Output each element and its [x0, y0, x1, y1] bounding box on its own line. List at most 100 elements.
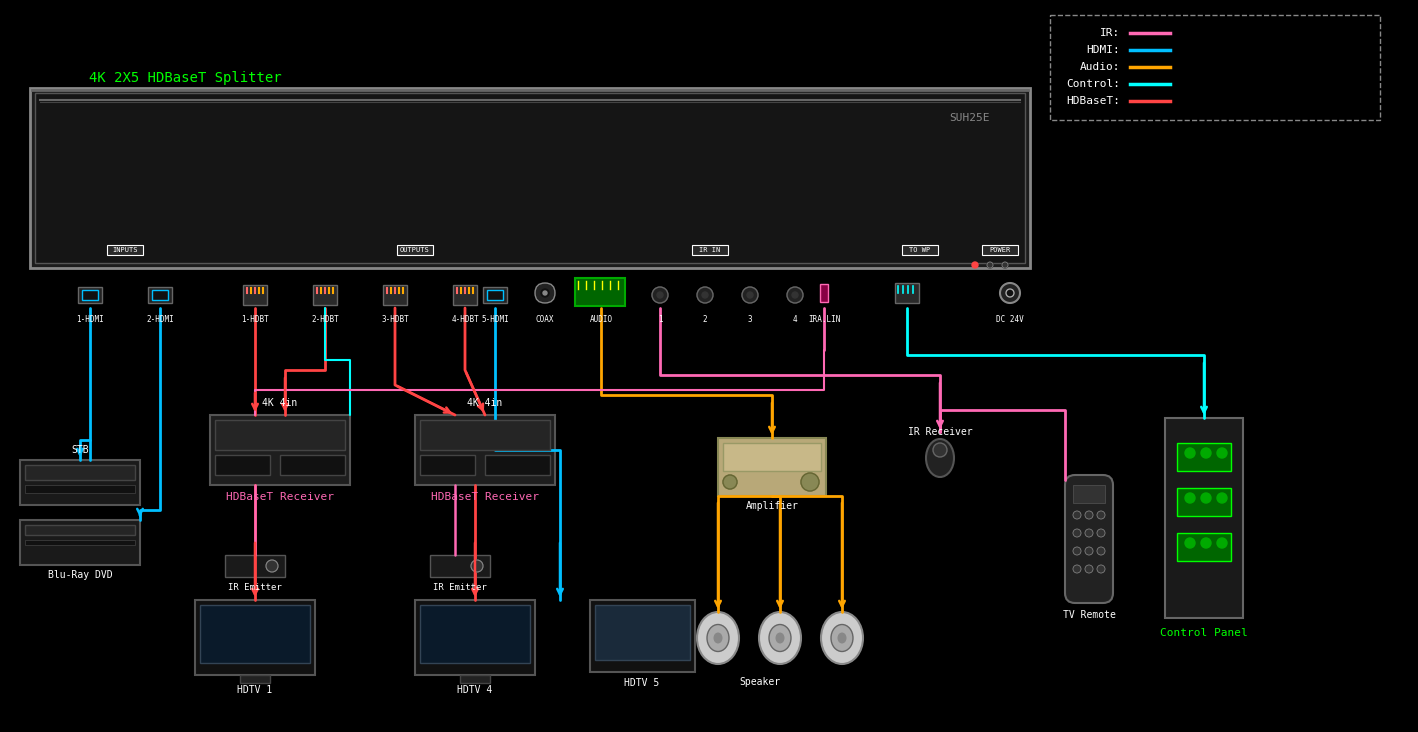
Text: HDBaseT Receiver: HDBaseT Receiver [225, 492, 335, 502]
Bar [420, 605, 530, 663]
Text: IR:: IR: [1100, 28, 1120, 38]
Bar [1049, 15, 1380, 120]
Bar [242, 285, 267, 305]
Bar [200, 605, 311, 663]
Bar [576, 278, 625, 306]
Text: 4K 4in: 4K 4in [468, 398, 502, 408]
Circle shape [1073, 511, 1081, 519]
Circle shape [1098, 529, 1105, 537]
Ellipse shape [698, 612, 739, 664]
Bar [196, 600, 315, 675]
Bar [983, 245, 1018, 255]
Bar [210, 415, 350, 485]
Bar [452, 285, 476, 305]
Text: Audio:: Audio: [1079, 62, 1120, 72]
Bar [1166, 418, 1244, 618]
Text: TV Remote: TV Remote [1062, 610, 1116, 620]
Bar [1177, 488, 1231, 516]
Circle shape [657, 292, 664, 298]
Text: 4K 4in: 4K 4in [262, 398, 298, 408]
Text: HDBaseT:: HDBaseT: [1066, 96, 1120, 106]
Text: DC 24V: DC 24V [995, 315, 1024, 324]
Text: IR IN: IR IN [699, 247, 720, 253]
Bar [20, 460, 140, 505]
Circle shape [787, 287, 803, 303]
Bar [106, 245, 143, 255]
Text: 5-HDMI: 5-HDMI [481, 315, 509, 324]
Circle shape [1085, 529, 1093, 537]
Circle shape [742, 287, 759, 303]
Bar [152, 290, 167, 300]
Text: HDMI:: HDMI: [1086, 45, 1120, 55]
Bar [313, 285, 337, 305]
Bar [78, 287, 102, 303]
Text: 4: 4 [793, 315, 797, 324]
Bar [30, 88, 1029, 268]
Ellipse shape [759, 612, 801, 664]
Bar [26, 485, 135, 493]
Text: IRA.LIN: IRA.LIN [808, 315, 841, 324]
Bar [20, 520, 140, 565]
Text: IR Receiver: IR Receiver [908, 427, 973, 437]
Bar [216, 420, 345, 450]
Bar [459, 675, 491, 683]
Text: POWER: POWER [990, 247, 1011, 253]
Bar [35, 93, 1025, 263]
Bar [26, 465, 135, 480]
Text: 3-HDBT: 3-HDBT [381, 315, 408, 324]
Bar [484, 287, 508, 303]
Text: 4K 2X5 HDBaseT Splitter: 4K 2X5 HDBaseT Splitter [89, 71, 281, 85]
Bar [383, 285, 407, 305]
Circle shape [1201, 493, 1211, 503]
Ellipse shape [821, 612, 864, 664]
Text: 4-HDBT: 4-HDBT [451, 315, 479, 324]
Text: 1: 1 [658, 315, 662, 324]
Bar [895, 283, 919, 303]
Bar [240, 675, 269, 683]
Ellipse shape [831, 624, 854, 651]
Bar [902, 245, 937, 255]
Bar [225, 555, 285, 577]
Ellipse shape [708, 624, 729, 651]
Circle shape [1185, 448, 1195, 458]
Bar [216, 455, 269, 475]
Text: 3: 3 [747, 315, 753, 324]
Circle shape [723, 475, 737, 489]
Circle shape [1098, 547, 1105, 555]
Bar [1177, 533, 1231, 561]
Text: Amplifier: Amplifier [746, 501, 798, 511]
Bar [723, 443, 821, 471]
Circle shape [1217, 538, 1227, 548]
Circle shape [747, 292, 753, 298]
Text: TO WP: TO WP [909, 247, 930, 253]
Bar [486, 290, 503, 300]
Circle shape [971, 262, 978, 268]
Ellipse shape [933, 443, 947, 457]
Text: Control:: Control: [1066, 79, 1120, 89]
Circle shape [987, 262, 993, 268]
Ellipse shape [926, 439, 954, 477]
Bar [279, 455, 345, 475]
Text: STB: STB [71, 445, 89, 455]
Circle shape [1085, 547, 1093, 555]
Circle shape [652, 287, 668, 303]
Bar [820, 284, 828, 302]
Bar [1177, 443, 1231, 471]
Circle shape [1201, 448, 1211, 458]
Text: HDTV 1: HDTV 1 [237, 685, 272, 695]
Bar [596, 605, 691, 660]
Text: COAX: COAX [536, 315, 554, 324]
Bar [718, 438, 827, 496]
Bar [26, 525, 135, 535]
Bar [147, 287, 172, 303]
Bar [415, 415, 554, 485]
Text: 1-HDBT: 1-HDBT [241, 315, 269, 324]
Bar [415, 600, 535, 675]
Circle shape [471, 560, 484, 572]
Bar [485, 455, 550, 475]
Text: IR Emitter: IR Emitter [228, 583, 282, 591]
Circle shape [542, 289, 549, 297]
Ellipse shape [713, 632, 723, 643]
Circle shape [1217, 448, 1227, 458]
Circle shape [1185, 493, 1195, 503]
